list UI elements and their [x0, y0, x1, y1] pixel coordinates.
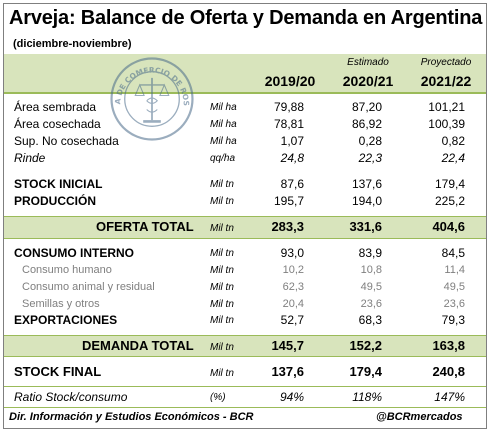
row-value: 11,4 — [444, 264, 465, 276]
row-label-oferta-total: OFERTA TOTAL — [96, 219, 194, 234]
row-label-rinde: Rinde — [14, 151, 46, 165]
row-value: 87,6 — [280, 177, 304, 191]
row-unit: Mil tn — [210, 368, 234, 379]
col-year-3: 2021/22 — [420, 73, 472, 89]
demanda-band — [4, 335, 486, 356]
row-value: 94% — [279, 390, 304, 404]
row-value: 23,6 — [443, 298, 465, 310]
row-value: 404,6 — [432, 219, 465, 234]
row-value: 145,7 — [271, 338, 304, 353]
row-label-ratio: Ratio Stock/consumo — [14, 390, 128, 404]
row-value: 86,92 — [351, 117, 382, 131]
row-value: 331,6 — [349, 219, 382, 234]
row-value: 283,3 — [271, 219, 304, 234]
row-unit: Mil ha — [210, 102, 237, 113]
row-unit: Mil tn — [210, 248, 234, 259]
row-unit: Mil tn — [210, 179, 234, 190]
row-label-produccion: PRODUCCIÓN — [14, 194, 97, 208]
oferta-rule-top — [4, 216, 486, 217]
row-value: 147% — [434, 390, 465, 404]
row-unit: Mil ha — [210, 119, 237, 130]
col-year-1: 2019/20 — [264, 73, 316, 89]
row-label-demanda-total: DEMANDA TOTAL — [82, 338, 194, 353]
row-value: 179,4 — [349, 364, 382, 379]
row-unit: Mil tn — [210, 299, 234, 310]
row-value: 163,8 — [432, 338, 465, 353]
oferta-rule-bottom — [4, 238, 486, 239]
header-band — [4, 54, 486, 92]
footer-rule — [4, 407, 486, 408]
row-label-exportaciones: EXPORTACIONES — [14, 313, 118, 327]
row-value: 49,5 — [443, 281, 465, 293]
row-unit: Mil tn — [210, 223, 234, 234]
row-value: 179,4 — [434, 177, 465, 191]
row-value: 83,9 — [358, 246, 382, 260]
row-value: 100,39 — [428, 117, 465, 131]
stockfinal-rule — [4, 386, 486, 387]
row-value: 78,81 — [273, 117, 304, 131]
col-status-3: Proyectado — [420, 57, 472, 68]
oferta-band — [4, 216, 486, 238]
row-unit: Mil tn — [210, 315, 234, 326]
row-value: 1,07 — [280, 134, 304, 148]
row-unit: (%) — [210, 392, 226, 403]
row-value: 10,2 — [282, 264, 304, 276]
row-label-stock-final: STOCK FINAL — [14, 364, 102, 379]
row-value: 240,8 — [432, 364, 465, 379]
row-label-area-cosechada: Área cosechada — [14, 117, 101, 131]
row-unit: Mil tn — [210, 342, 234, 353]
row-value: 62,3 — [282, 281, 304, 293]
row-label-consumo-humano: Consumo humano — [22, 264, 112, 276]
demanda-rule-bottom — [4, 356, 486, 357]
row-value: 118% — [352, 390, 382, 404]
row-value: 79,88 — [273, 100, 304, 114]
page-subtitle: (diciembre-noviembre) — [13, 38, 132, 50]
row-value: 68,3 — [358, 313, 382, 327]
row-value: 0,82 — [441, 134, 465, 148]
row-value: 87,20 — [351, 100, 382, 114]
row-value: 137,6 — [351, 177, 382, 191]
footer-handle: @BCRmercados — [376, 411, 463, 423]
demanda-rule-top — [4, 335, 486, 336]
row-value: 84,5 — [441, 246, 465, 260]
row-value: 23,6 — [360, 298, 382, 310]
row-value: 22,3 — [358, 151, 382, 165]
row-value: 20,4 — [282, 298, 304, 310]
col-year-2: 2020/21 — [342, 73, 394, 89]
row-value: 225,2 — [434, 194, 465, 208]
col-status-2: Estimado — [347, 57, 389, 68]
row-unit: Mil ha — [210, 136, 237, 147]
row-value: 101,21 — [428, 100, 465, 114]
header-rule — [4, 92, 486, 94]
page-title: Arveja: Balance de Oferta y Demanda en A… — [9, 7, 483, 29]
row-unit: Mil tn — [210, 282, 234, 293]
row-value: 137,6 — [271, 364, 304, 379]
row-label-consumo-interno: CONSUMO INTERNO — [14, 246, 134, 260]
row-unit: Mil tn — [210, 196, 234, 207]
row-value: 49,5 — [360, 281, 382, 293]
row-value: 79,3 — [441, 313, 465, 327]
row-unit: qq/ha — [210, 153, 236, 164]
row-label-area-sembrada: Área sembrada — [14, 100, 97, 114]
footer-source: Dir. Información y Estudios Económicos -… — [9, 411, 254, 423]
row-value: 194,0 — [351, 194, 382, 208]
row-value: 24,8 — [280, 151, 304, 165]
row-value: 10,8 — [360, 264, 382, 276]
row-value: 152,2 — [349, 338, 382, 353]
row-value: 195,7 — [273, 194, 304, 208]
row-value: 52,7 — [280, 313, 304, 327]
row-value: 93,0 — [280, 246, 304, 260]
row-label-stock-inicial: STOCK INICIAL — [14, 177, 103, 191]
row-value: 0,28 — [358, 134, 382, 148]
row-label-semillas: Semillas y otros — [22, 298, 100, 310]
row-unit: Mil tn — [210, 265, 234, 276]
bcr-seal-logo: BOLSA DE COMERCIO DE ROSARIO — [108, 55, 194, 141]
row-label-consumo-animal: Consumo animal y residual — [22, 281, 155, 293]
row-value: 22,4 — [441, 151, 465, 165]
row-label-sup-no-cosechada: Sup. No cosechada — [14, 134, 119, 148]
